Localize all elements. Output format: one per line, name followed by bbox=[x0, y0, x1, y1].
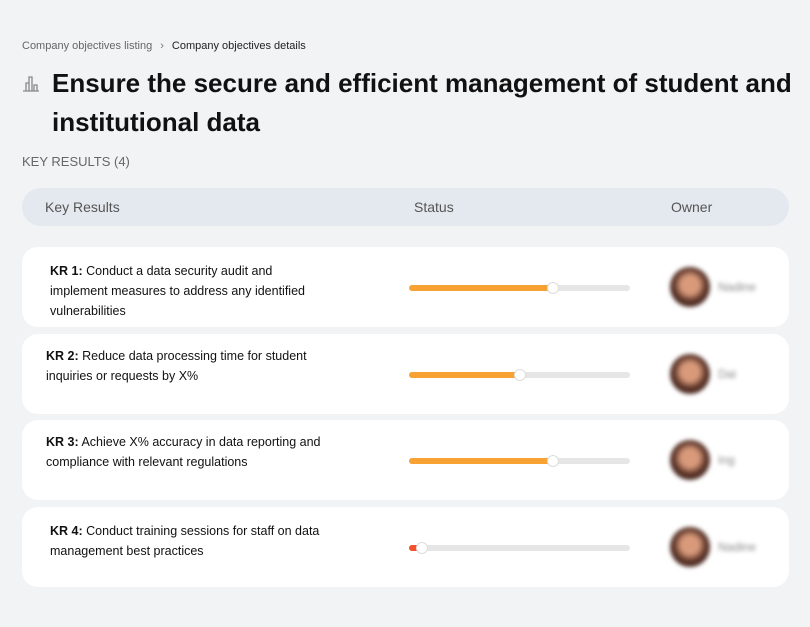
avatar bbox=[670, 527, 710, 567]
table-row[interactable]: KR 4: Conduct training sessions for staf… bbox=[22, 507, 789, 587]
progress-knob[interactable] bbox=[546, 282, 559, 294]
chevron-right-icon: › bbox=[160, 40, 164, 52]
header-owner: Owner bbox=[671, 199, 713, 215]
header-status: Status bbox=[414, 199, 454, 215]
owner: Dai bbox=[670, 354, 736, 394]
table-header: Key Results Status Owner bbox=[22, 188, 789, 226]
breadcrumb-current: Company objectives details bbox=[171, 40, 306, 52]
avatar bbox=[670, 440, 710, 480]
owner-name: Nadine bbox=[718, 280, 757, 294]
breadcrumb-parent-link[interactable]: Company objectives listing bbox=[22, 40, 153, 52]
avatar bbox=[670, 354, 710, 394]
key-results-count: KEY RESULTS (4) bbox=[22, 154, 130, 169]
kr-text: Achieve X% accuracy in data reporting an… bbox=[46, 435, 321, 469]
kr-id: KR 1: bbox=[50, 264, 83, 278]
progress-slider[interactable] bbox=[409, 369, 630, 381]
progress-fill bbox=[409, 372, 520, 378]
table-row[interactable]: KR 1: Conduct a data security audit and … bbox=[22, 247, 789, 327]
progress-fill bbox=[409, 458, 553, 464]
progress-knob[interactable] bbox=[546, 455, 559, 467]
building-chart-icon bbox=[22, 74, 42, 142]
kr-text: Reduce data processing time for student … bbox=[46, 349, 307, 383]
header-key-results: Key Results bbox=[45, 199, 120, 215]
kr-id: KR 2: bbox=[46, 349, 79, 363]
owner: Ing bbox=[670, 440, 735, 480]
owner-name: Nadine bbox=[718, 540, 757, 554]
table-row[interactable]: KR 3: Achieve X% accuracy in data report… bbox=[22, 420, 789, 500]
kr-text: Conduct training sessions for staff on d… bbox=[50, 524, 320, 558]
progress-knob[interactable] bbox=[513, 369, 526, 381]
breadcrumb: Company objectives listing › Company obj… bbox=[22, 40, 306, 52]
progress-fill bbox=[409, 545, 423, 551]
owner: Nadine bbox=[670, 527, 756, 567]
kr-id: KR 3: bbox=[46, 435, 79, 449]
page-title: Ensure the secure and efficient manageme… bbox=[52, 68, 792, 137]
progress-knob[interactable] bbox=[416, 542, 429, 554]
page-header: Ensure the secure and efficient manageme… bbox=[22, 64, 792, 142]
progress-slider[interactable] bbox=[409, 542, 630, 554]
progress-slider[interactable] bbox=[409, 455, 630, 467]
owner-name: Dai bbox=[718, 367, 737, 381]
owner: Nadine bbox=[670, 267, 756, 307]
table-row[interactable]: KR 2: Reduce data processing time for st… bbox=[22, 334, 789, 414]
kr-text: Conduct a data security audit and implem… bbox=[50, 264, 305, 318]
progress-slider[interactable] bbox=[409, 282, 630, 294]
avatar bbox=[670, 267, 710, 307]
kr-id: KR 4: bbox=[50, 524, 83, 538]
progress-fill bbox=[409, 285, 553, 291]
owner-name: Ing bbox=[718, 453, 735, 467]
